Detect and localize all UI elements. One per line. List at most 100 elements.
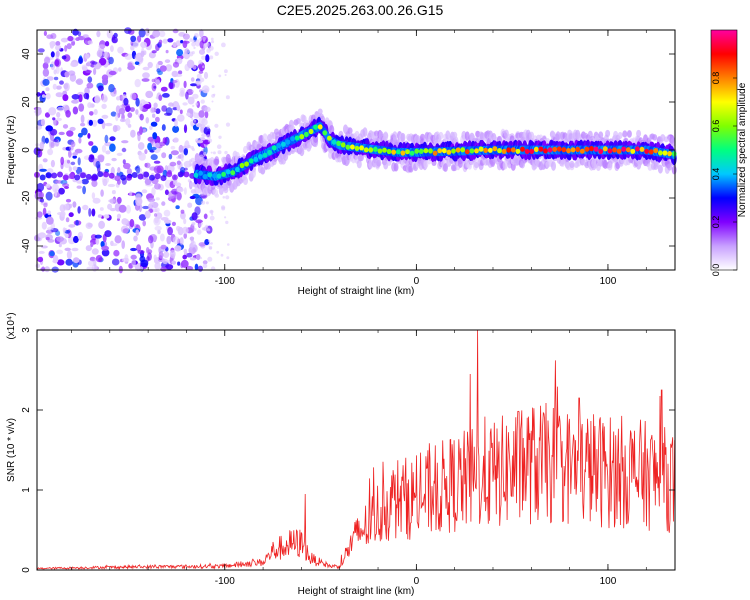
noise-dot: [226, 256, 230, 260]
noise-dot: [42, 207, 47, 216]
noise-dot: [127, 65, 135, 71]
noise-region: [33, 27, 231, 274]
noise-dot: [49, 41, 57, 47]
ridge-halo-dot: [260, 166, 266, 175]
ridge-peak: [368, 147, 374, 153]
noise-dot: [196, 253, 201, 261]
noise-dot: [124, 254, 129, 262]
noise-dot: [172, 61, 180, 68]
noise-dot: [43, 30, 48, 36]
noise-dot: [111, 36, 118, 44]
ridge-peak: [395, 149, 401, 155]
noise-dot: [64, 247, 71, 251]
noise-dot: [43, 56, 51, 64]
y-tick-label: 0: [21, 567, 32, 573]
noise-dot: [71, 99, 79, 104]
noise-dot: [176, 191, 182, 201]
noise-dot: [93, 67, 97, 76]
noise-dot: [224, 216, 227, 219]
noise-dot: [208, 239, 211, 243]
ridge-peak: [653, 148, 659, 154]
noise-dot: [218, 135, 222, 139]
noise-dot: [176, 49, 184, 57]
noise-dot: [68, 173, 75, 180]
noise-dot: [59, 204, 66, 213]
noise-dot: [111, 258, 120, 266]
noise-dot: [73, 235, 79, 244]
noise-dot: [170, 150, 179, 156]
ridge-peak: [616, 148, 622, 154]
ridge-peak: [621, 146, 627, 152]
noise-dot: [85, 173, 92, 180]
noise-dot: [221, 42, 226, 48]
noise-dot: [144, 210, 151, 219]
noise-dot: [194, 33, 199, 38]
x-tick-label: 100: [600, 576, 617, 587]
noise-dot: [36, 182, 45, 192]
ridge-halo-dot: [671, 165, 677, 175]
noise-dot: [169, 249, 176, 259]
noise-dot: [85, 53, 90, 60]
noise-dot: [119, 118, 126, 123]
noise-dot: [202, 37, 206, 41]
ridge-peak: [345, 144, 351, 150]
noise-dot: [204, 239, 210, 246]
colorbar-label: Normalized spectral amplitude: [737, 82, 748, 217]
noise-dot: [109, 136, 116, 142]
ridge-peak: [244, 161, 250, 167]
noise-dot: [137, 142, 145, 150]
ridge-halo-dot: [356, 159, 362, 169]
ridge-peak: [400, 150, 406, 156]
noise-dot: [180, 211, 186, 220]
noise-dot: [41, 266, 46, 272]
noise-dot: [95, 238, 100, 245]
noise-dot: [73, 257, 80, 264]
noise-dot: [173, 137, 179, 143]
ridge-peak: [515, 148, 521, 154]
ridge-peak: [464, 149, 470, 155]
noise-dot: [161, 152, 167, 159]
noise-dot: [71, 94, 80, 100]
noise-dot: [68, 149, 72, 158]
noise-dot: [114, 235, 122, 244]
ridge-peak: [235, 166, 240, 173]
noise-dot: [154, 207, 160, 213]
noise-dot: [56, 259, 65, 266]
noise-dot: [193, 112, 200, 119]
noise-dot: [158, 39, 163, 45]
noise-dot: [61, 55, 67, 60]
noise-dot: [130, 45, 135, 51]
noise-dot: [159, 30, 166, 38]
noise-dot: [196, 81, 199, 84]
ridge-peak: [501, 148, 507, 154]
noise-dot: [186, 59, 195, 69]
noise-dot: [87, 260, 95, 267]
ridge-halo-dot: [636, 129, 642, 138]
noise-dot: [77, 206, 81, 214]
noise-dot: [198, 49, 206, 55]
noise-dot: [183, 148, 188, 156]
ridge-halo-dot: [622, 130, 628, 138]
ridge-halo-dot: [502, 160, 508, 170]
noise-dot: [42, 68, 50, 77]
ridge-halo-dot: [626, 130, 632, 138]
noise-dot: [199, 256, 203, 260]
ridge-peak: [648, 149, 654, 155]
noise-dot: [56, 111, 61, 118]
noise-dot: [207, 138, 213, 143]
noise-dot: [41, 221, 47, 230]
noise-dot: [147, 197, 156, 203]
noise-dot: [51, 172, 58, 179]
noise-dot: [46, 216, 54, 225]
noise-dot: [189, 236, 195, 241]
noise-dot: [201, 200, 206, 205]
noise-dot: [116, 152, 123, 156]
noise-dot: [133, 235, 138, 242]
ridge-peak: [658, 150, 663, 156]
ridge-peak: [354, 145, 360, 151]
noise-dot: [152, 29, 161, 38]
noise-dot: [85, 222, 93, 229]
noise-dot: [99, 207, 104, 211]
noise-dot: [151, 50, 157, 54]
noise-dot: [63, 83, 69, 90]
